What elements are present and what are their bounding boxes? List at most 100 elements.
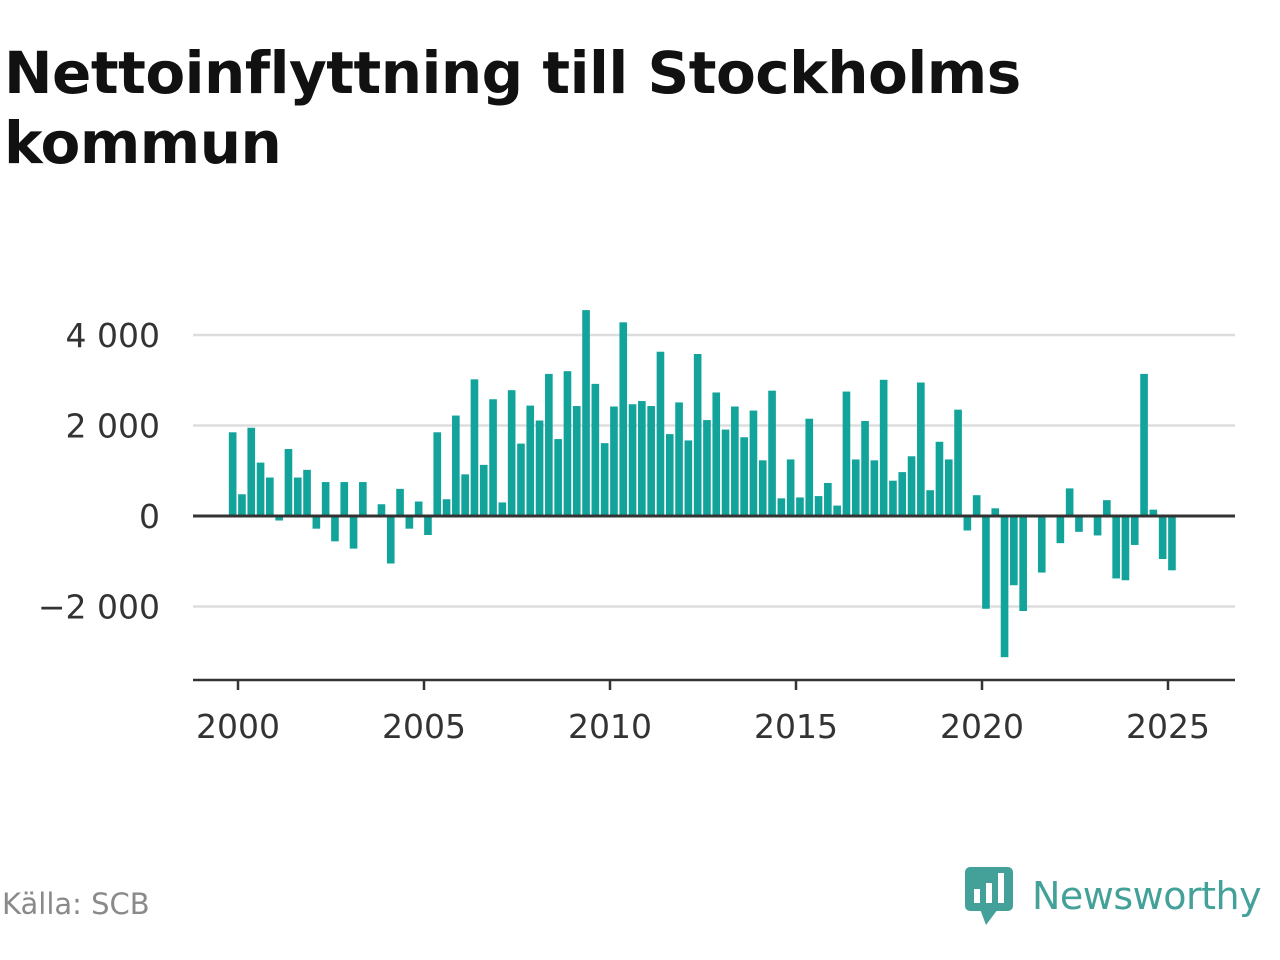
bar bbox=[349, 516, 358, 549]
bar bbox=[386, 516, 395, 564]
bar bbox=[842, 391, 851, 516]
x-tick-label: 2000 bbox=[196, 707, 280, 746]
bar bbox=[433, 432, 442, 516]
bar bbox=[693, 354, 702, 516]
bar bbox=[266, 477, 274, 516]
bar bbox=[414, 501, 423, 516]
bar bbox=[498, 502, 507, 516]
bar bbox=[1019, 516, 1027, 612]
x-tick-labels: 2000 2005 2010 2015 2020 2025 bbox=[196, 707, 1210, 746]
bar bbox=[517, 443, 525, 516]
source-note: Källa: SCB bbox=[2, 887, 150, 921]
bar bbox=[452, 415, 460, 516]
bar bbox=[656, 351, 665, 516]
x-tick-label: 2005 bbox=[382, 707, 466, 746]
y-tick-label: 4 000 bbox=[66, 316, 160, 355]
bar bbox=[340, 482, 349, 516]
bar bbox=[610, 406, 618, 516]
bar bbox=[907, 456, 916, 516]
bar bbox=[238, 494, 246, 516]
bar bbox=[1130, 516, 1139, 545]
bar bbox=[293, 477, 302, 516]
bar bbox=[638, 401, 646, 516]
bar bbox=[972, 495, 981, 516]
bar bbox=[563, 371, 572, 516]
bar bbox=[712, 392, 721, 516]
bar bbox=[814, 496, 823, 516]
bar bbox=[675, 402, 683, 516]
chart-speech-bubble-icon bbox=[965, 867, 1013, 925]
bar bbox=[572, 406, 581, 516]
bar bbox=[256, 462, 265, 516]
bar bbox=[247, 427, 256, 516]
bar bbox=[796, 497, 804, 516]
bar bbox=[889, 480, 897, 516]
bar bbox=[786, 459, 795, 516]
bar bbox=[461, 474, 469, 516]
bar bbox=[359, 482, 367, 516]
bar bbox=[1158, 516, 1167, 559]
bar bbox=[424, 516, 432, 535]
bar bbox=[1000, 516, 1009, 658]
bar bbox=[926, 490, 934, 516]
bar bbox=[665, 434, 674, 516]
bar bbox=[442, 499, 451, 516]
bar bbox=[275, 516, 283, 521]
bar bbox=[489, 399, 497, 516]
bar bbox=[944, 459, 953, 516]
x-tick-label: 2015 bbox=[754, 707, 838, 746]
x-tick-label: 2025 bbox=[1126, 707, 1210, 746]
bar bbox=[684, 440, 693, 516]
bar bbox=[721, 429, 730, 516]
bar bbox=[768, 390, 776, 516]
bar bbox=[405, 516, 414, 529]
bar bbox=[749, 410, 758, 516]
bar bbox=[1037, 516, 1046, 573]
bar bbox=[1149, 509, 1158, 516]
chart-title: Nettoinflyttning till Stockholms kommun bbox=[4, 39, 1021, 177]
bar bbox=[954, 409, 962, 516]
bar bbox=[396, 488, 404, 516]
bar bbox=[1168, 516, 1176, 571]
y-tick-label: 2 000 bbox=[66, 407, 160, 446]
x-tick-label: 2020 bbox=[940, 707, 1024, 746]
bar bbox=[833, 505, 841, 516]
bar bbox=[535, 420, 544, 516]
bar bbox=[312, 516, 321, 529]
bar bbox=[1010, 516, 1018, 586]
bar bbox=[805, 418, 814, 516]
bars bbox=[228, 310, 1176, 658]
bar bbox=[870, 460, 879, 516]
bar bbox=[879, 379, 888, 516]
bar bbox=[628, 404, 637, 516]
bar bbox=[824, 482, 832, 516]
bar bbox=[507, 390, 516, 516]
bar bbox=[1103, 500, 1111, 516]
bar bbox=[1140, 373, 1148, 516]
bar bbox=[1112, 516, 1120, 579]
bar bbox=[1056, 516, 1065, 544]
bar bbox=[470, 379, 479, 516]
bar bbox=[740, 437, 748, 516]
bar bbox=[554, 439, 562, 516]
bar bbox=[331, 516, 339, 542]
y-tick-label: 0 bbox=[139, 497, 160, 536]
bar bbox=[600, 443, 609, 516]
bar bbox=[731, 406, 739, 516]
bar bbox=[982, 516, 990, 609]
bar bbox=[377, 504, 386, 516]
bar bbox=[1065, 488, 1074, 516]
y-tick-label: −2 000 bbox=[38, 588, 160, 627]
bar bbox=[321, 482, 330, 516]
bar bbox=[303, 469, 311, 516]
bar bbox=[479, 464, 488, 516]
brand-name: Newsworthy bbox=[1032, 874, 1262, 918]
x-tick-label: 2010 bbox=[568, 707, 652, 746]
bar bbox=[1093, 516, 1102, 536]
bar bbox=[917, 382, 925, 516]
brand-logo: Newsworthy bbox=[964, 864, 1262, 928]
axes bbox=[193, 514, 1235, 690]
bar bbox=[963, 516, 972, 531]
bar bbox=[582, 310, 590, 516]
